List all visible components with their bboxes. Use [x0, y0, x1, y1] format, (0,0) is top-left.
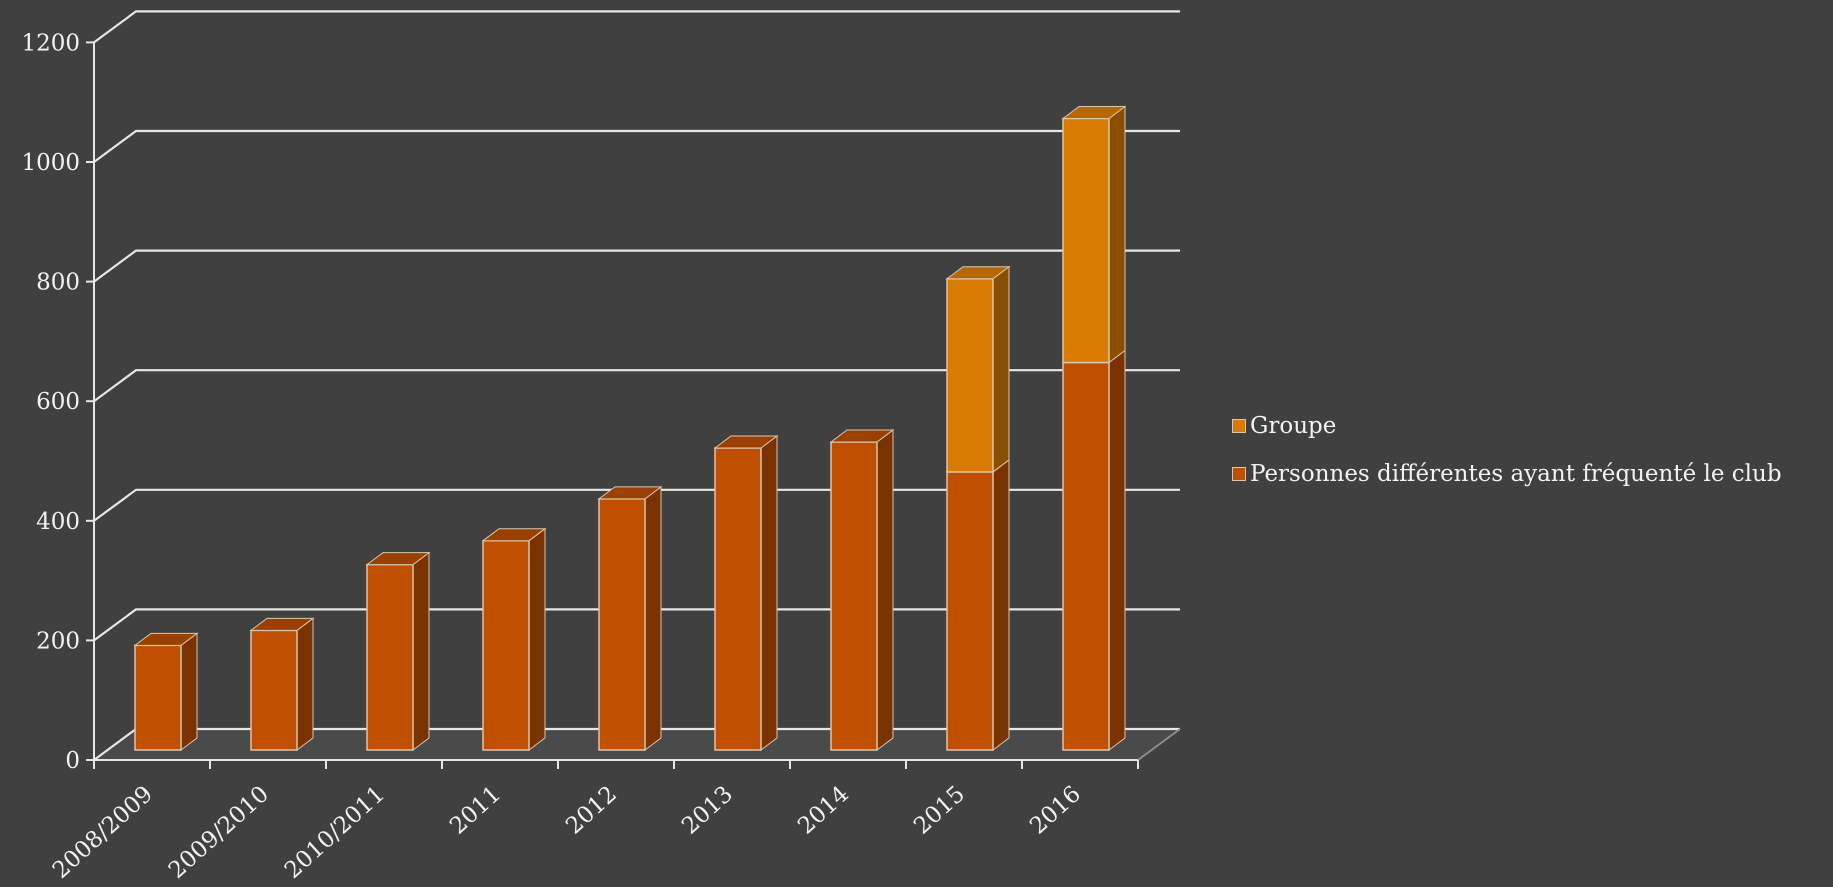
bar-side	[180, 632, 198, 751]
x-tick-label: 2013	[677, 781, 738, 839]
bar	[598, 498, 646, 751]
bar	[250, 629, 298, 751]
bar	[946, 278, 994, 473]
bar-top	[713, 435, 779, 449]
bar-top	[133, 632, 199, 646]
x-tick-label: 2008/2009	[48, 781, 158, 884]
bar	[482, 539, 530, 751]
y-tick-label: 800	[36, 270, 80, 296]
bar-side	[644, 485, 662, 751]
bar-side	[992, 265, 1010, 473]
bar-side	[1108, 105, 1126, 364]
legend-label-personnes: Personnes différentes ayant fréquenté le…	[1250, 461, 1782, 487]
bar	[134, 644, 182, 751]
x-tick-label: 2009/2010	[164, 781, 274, 884]
legend-label-groupe: Groupe	[1250, 413, 1337, 439]
bar-top	[829, 429, 895, 443]
bar-top	[1061, 106, 1127, 120]
bar-side	[760, 435, 778, 751]
bar-top	[597, 486, 663, 500]
bar-side	[992, 458, 1010, 751]
bar-top	[481, 528, 547, 542]
gridline	[93, 249, 1180, 283]
bar	[1062, 117, 1110, 364]
x-tick-label: 2012	[561, 781, 622, 839]
bar	[830, 441, 878, 751]
bar	[366, 563, 414, 751]
bar	[714, 447, 762, 751]
x-tick-label: 2010/2011	[280, 781, 390, 884]
x-tick-label: 2016	[1025, 781, 1086, 839]
bar-side	[1108, 349, 1126, 751]
legend: Groupe Personnes différentes ayant fréqu…	[1232, 402, 1782, 498]
y-tick-label: 200	[36, 628, 80, 654]
legend-swatch-groupe	[1232, 419, 1246, 433]
gridline	[93, 369, 1180, 403]
bar-top	[249, 617, 315, 631]
legend-item-personnes: Personnes différentes ayant fréquenté le…	[1232, 450, 1782, 498]
bar	[1062, 361, 1110, 751]
legend-item-groupe: Groupe	[1232, 402, 1782, 450]
bar-side	[528, 527, 546, 751]
x-tick-label: 2014	[793, 781, 854, 839]
x-tick-label: 2011	[445, 781, 506, 839]
legend-swatch-personnes	[1232, 467, 1246, 481]
y-tick-label: 600	[36, 389, 80, 415]
gridline	[93, 129, 1180, 163]
x-tick-label: 2015	[909, 781, 970, 839]
y-tick-label: 400	[36, 509, 80, 535]
floor-edge	[1137, 728, 1181, 761]
y-tick-label: 0	[65, 748, 80, 774]
bar-side	[876, 429, 894, 751]
y-tick-label: 1000	[21, 150, 80, 176]
bar-top	[945, 266, 1011, 280]
y-tick-label: 1200	[21, 30, 80, 56]
bar-side	[296, 617, 314, 751]
bar-top	[365, 552, 431, 566]
bar	[946, 471, 994, 751]
gridline	[93, 10, 1180, 44]
bar-side	[412, 551, 430, 751]
